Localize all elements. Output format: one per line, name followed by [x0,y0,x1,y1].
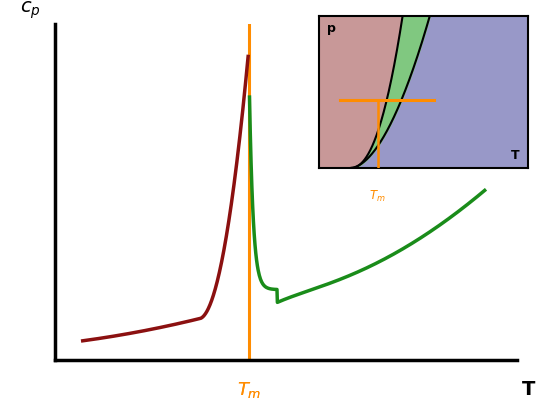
Text: p: p [327,22,336,35]
Text: $c_p$: $c_p$ [20,0,41,21]
Text: T: T [521,380,535,399]
Text: $T_m$: $T_m$ [369,189,386,204]
Text: $T_m$: $T_m$ [237,380,261,400]
Text: $T_m$: $T_m$ [237,380,261,400]
Text: T: T [511,149,520,162]
